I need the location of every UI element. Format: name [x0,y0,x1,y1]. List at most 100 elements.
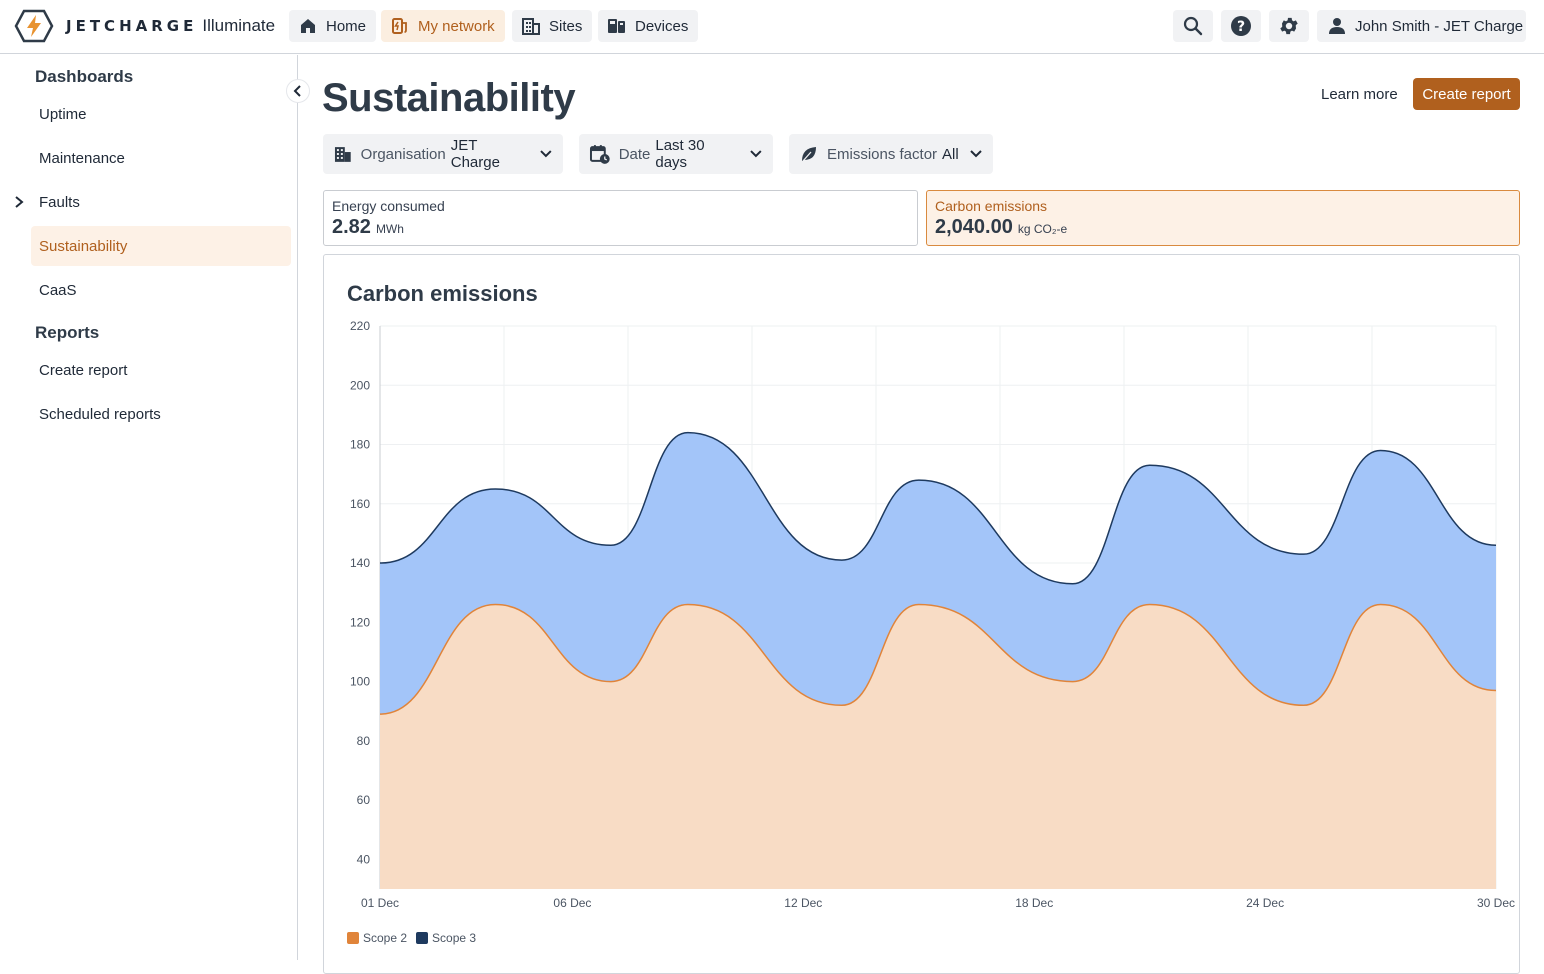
carbon-emissions-chart[interactable]: 40 60 80 100 120 140 160 180 200 220 01 Dec 06 Dec 1… [324,255,1521,935]
legend-swatch [347,932,359,944]
sidebar-item-sustainability[interactable]: Sustainability [31,226,291,266]
search-icon [1183,16,1203,36]
stat-label: Carbon emissions [935,198,1048,214]
legend-swatch [416,932,429,944]
devices-icon [608,19,625,33]
chart-legend: Scope 2 Scope 3 [347,931,485,945]
nav-devices[interactable]: Devices [598,10,699,42]
chart-card: Carbon emissions 40 60 80 100 120 140 160 180 20… [323,254,1520,974]
search-button[interactable] [1173,10,1213,42]
stat-unit: kg CO₂-e [1017,222,1068,236]
home-icon [301,19,315,33]
sidebar-item-label: Create report [39,361,128,379]
sidebar-heading-reports: Reports [35,323,100,342]
user-name: John Smith - JET Charge [1355,17,1524,35]
x-tick-label: 24 Dec [1246,896,1284,910]
brand-wordmark: JETCHARGE [66,17,198,35]
sidebar-heading-dashboards: Dashboards [35,67,134,86]
y-tick-label: 180 [350,438,370,452]
energy-consumed-card[interactable]: Energy consumed 2.82 MWh [323,190,918,246]
nav-devices-label: Devices [635,17,689,35]
logo-mark-icon [14,9,54,43]
chart-title: Carbon emissions [347,281,538,306]
sidebar: Dashboards Uptime Maintenance Faults Sus… [0,55,310,960]
building-icon [522,18,540,35]
series-area-scope-2 [380,604,1496,889]
filter-label: Organisation [360,145,446,163]
collapse-sidebar-button[interactable] [286,79,310,103]
stat-unit: MWh [375,222,404,236]
calendar-clock-icon [589,145,610,164]
series-line-scope-3 [379,431,1497,585]
chevron-left-icon [293,85,301,97]
stat-value: 2,040.00 [935,216,1013,238]
product-name: Illuminate [202,16,276,35]
sidebar-item-label: Faults [39,193,80,211]
x-tick-label: 01 Dec [361,896,399,910]
y-tick-label: 100 [350,675,370,689]
sidebar-item-maintenance[interactable]: Maintenance [31,138,291,178]
nav-my-network-label: My network [418,17,495,35]
sidebar-item-faults[interactable]: Faults [31,182,291,222]
user-icon [1329,18,1345,34]
gear-icon [1280,17,1298,35]
top-bar: JETCHARGE Illuminate Home My network Sit… [0,0,1544,54]
series-line-scope-2 [379,603,1497,715]
leaf-icon [802,147,816,162]
y-tick-label: 40 [357,852,371,866]
user-menu-button[interactable]: John Smith - JET Charge [1317,10,1526,42]
x-tick-label: 06 Dec [553,896,591,910]
help-button[interactable]: ? [1221,10,1261,42]
nav-home[interactable]: Home [289,10,377,42]
filter-value: Last 30 days [655,137,705,171]
legend-label: Scope 3 [432,931,477,945]
building-icon [334,147,351,162]
y-tick-label: 160 [350,497,370,511]
nav-home-label: Home [326,17,367,35]
sidebar-item-create-report[interactable]: Create report [31,350,291,390]
y-tick-label: 80 [357,734,371,748]
carbon-emissions-card[interactable]: Carbon emissions 2,040.00 kg CO₂-e [926,190,1520,246]
help-icon: ? [1231,16,1251,36]
page-title: Sustainability [322,76,576,120]
date-filter[interactable]: Date Last 30 days [579,134,773,174]
filter-label: Emissions factor [827,145,938,163]
organisation-filter[interactable]: Organisation JET Charge [323,134,563,174]
stat-label: Energy consumed [332,198,445,214]
svg-text:?: ? [1237,19,1245,35]
sidebar-item-label: Uptime [39,105,87,123]
settings-button[interactable] [1269,10,1309,42]
chevron-down-icon [540,150,552,158]
legend-item-scope-3[interactable]: Scope 3 [416,931,476,945]
legend-label: Scope 2 [363,931,408,945]
chevron-down-icon [750,150,762,158]
filter-label: Date [618,145,651,163]
create-report-button[interactable]: Create report [1413,78,1520,110]
y-tick-label: 120 [350,615,370,629]
sidebar-item-scheduled-reports[interactable]: Scheduled reports [31,394,291,434]
sidebar-item-label: Sustainability [39,237,128,255]
y-tick-label: 140 [350,556,370,570]
stat-value: 2.82 [332,216,371,238]
x-tick-label: 12 Dec [784,896,822,910]
sidebar-item-caas[interactable]: CaaS [31,270,291,310]
filter-value: JET Charge [450,137,500,171]
charger-icon [392,18,407,34]
sidebar-item-label: Scheduled reports [39,405,161,423]
legend-item-scope-2[interactable]: Scope 2 [347,931,407,945]
nav-sites[interactable]: Sites [512,10,593,42]
logo[interactable]: JETCHARGE Illuminate [14,9,275,43]
x-tick-label: 30 Dec [1477,896,1515,910]
chevron-down-icon [970,150,982,158]
y-tick-label: 220 [350,319,370,333]
sidebar-item-label: Maintenance [39,149,125,167]
nav-sites-label: Sites [549,17,583,35]
emissions-factor-filter[interactable]: Emissions factor All [789,134,993,174]
y-tick-label: 200 [350,378,370,392]
learn-more-link[interactable]: Learn more [1321,85,1398,103]
x-tick-label: 18 Dec [1015,896,1053,910]
chevron-right-icon[interactable] [12,195,26,209]
y-tick-label: 60 [357,793,371,807]
nav-my-network[interactable]: My network [381,10,505,42]
sidebar-item-uptime[interactable]: Uptime [31,94,291,134]
